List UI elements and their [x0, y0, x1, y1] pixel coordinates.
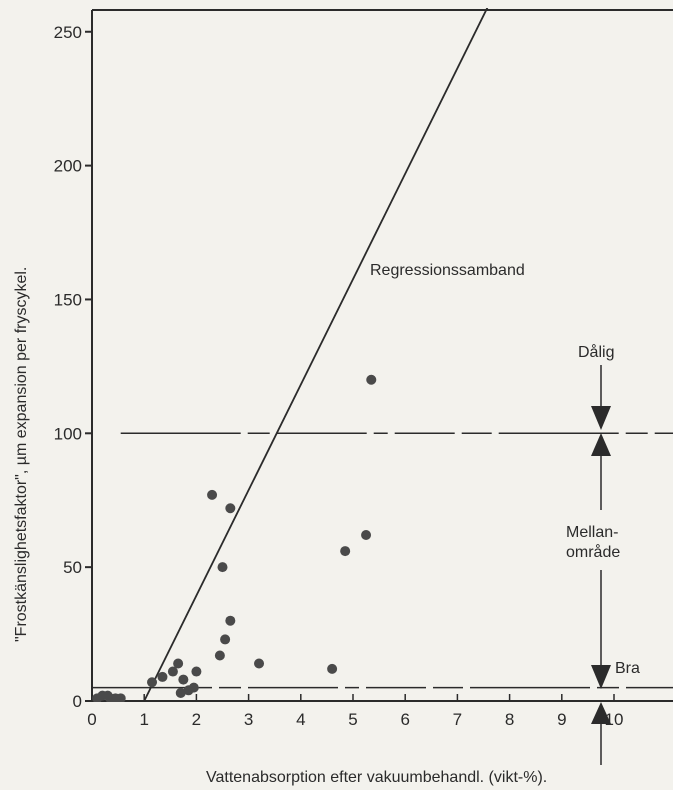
y-ticks: 0 50 100 150 200 250: [54, 23, 92, 711]
y-tick-label: 200: [54, 157, 82, 176]
data-point: [327, 663, 338, 674]
y-tick-label: 250: [54, 23, 82, 42]
x-tick-label: 6: [400, 710, 409, 729]
data-points: [92, 374, 377, 702]
data-point: [217, 562, 228, 573]
data-point: [178, 674, 189, 685]
x-tick-label: 0: [87, 710, 96, 729]
y-axis-title: "Frostkänslighetsfaktor", µm expansion p…: [13, 267, 30, 642]
x-tick-label: 1: [139, 710, 148, 729]
y-tick-label: 50: [63, 558, 82, 577]
annotation-middle-line2: område: [566, 543, 620, 561]
x-tick-label: 4: [296, 710, 305, 729]
data-point: [157, 671, 168, 682]
x-tick-label: 9: [557, 710, 566, 729]
data-point: [340, 546, 351, 557]
data-point: [254, 658, 265, 669]
x-axis-title: Vattenabsorption efter vakuumbehandl. (v…: [206, 769, 547, 786]
data-point: [366, 374, 377, 385]
data-point: [207, 489, 218, 500]
data-point: [225, 615, 236, 626]
data-point: [220, 634, 231, 645]
x-tick-label: 10: [605, 710, 624, 729]
data-point: [214, 650, 225, 661]
data-point: [191, 666, 202, 677]
annotation-middle-line1: Mellan-: [566, 524, 618, 541]
x-ticks: 0 1 2 3 4 5 6 7 8 9 10: [87, 694, 623, 729]
regression-line: [143, 8, 489, 702]
annotation-poor: Dålig: [578, 343, 614, 361]
x-tick-label: 3: [244, 710, 253, 729]
x-tick-label: 7: [453, 710, 462, 729]
data-point: [361, 530, 372, 541]
data-point: [175, 687, 186, 698]
regression-label: Regressionssamband: [370, 262, 525, 279]
data-point: [188, 682, 199, 693]
x-tick-label: 2: [192, 710, 201, 729]
x-tick-label: 5: [348, 710, 357, 729]
data-point: [173, 658, 184, 669]
arrow-head-middle-up: [591, 433, 611, 456]
data-point: [167, 666, 178, 677]
y-tick-label: 150: [54, 290, 82, 309]
data-point: [147, 677, 158, 688]
arrow-head-bottom-up: [591, 702, 611, 724]
data-point: [115, 693, 126, 702]
data-point: [225, 503, 236, 514]
x-tick-label: 8: [505, 710, 514, 729]
range-arrows: [591, 365, 611, 765]
y-tick-label: 100: [54, 424, 82, 443]
arrow-head-poor-down: [591, 406, 611, 430]
arrow-head-good-down: [591, 665, 611, 689]
annotation-good: Bra: [615, 660, 640, 677]
y-tick-label: 0: [73, 692, 82, 711]
